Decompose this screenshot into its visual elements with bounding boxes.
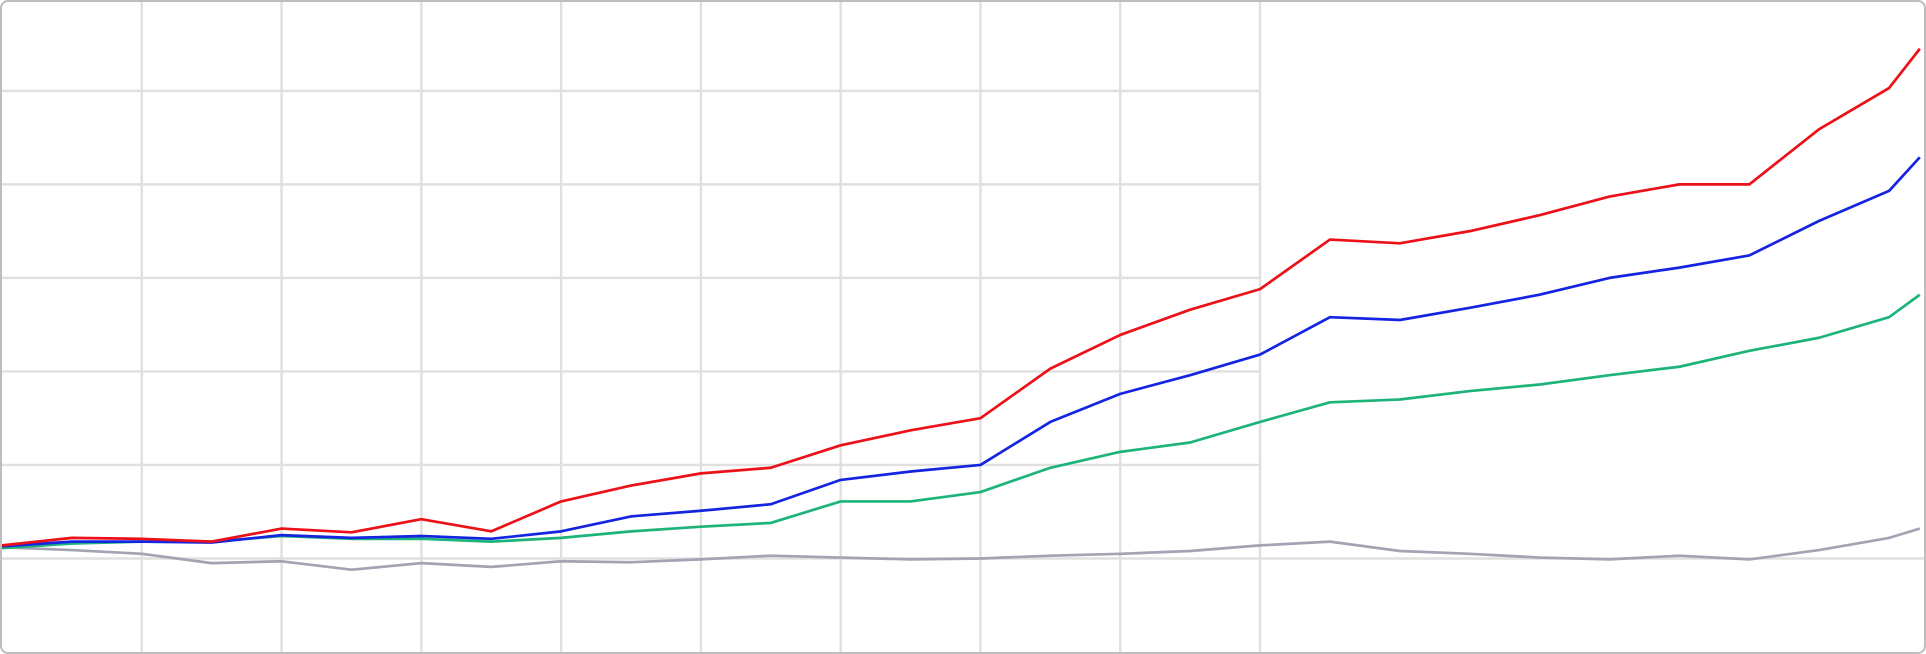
line-series: [2, 527, 1921, 572]
line-series: [2, 47, 1921, 547]
line-series: [2, 156, 1921, 548]
